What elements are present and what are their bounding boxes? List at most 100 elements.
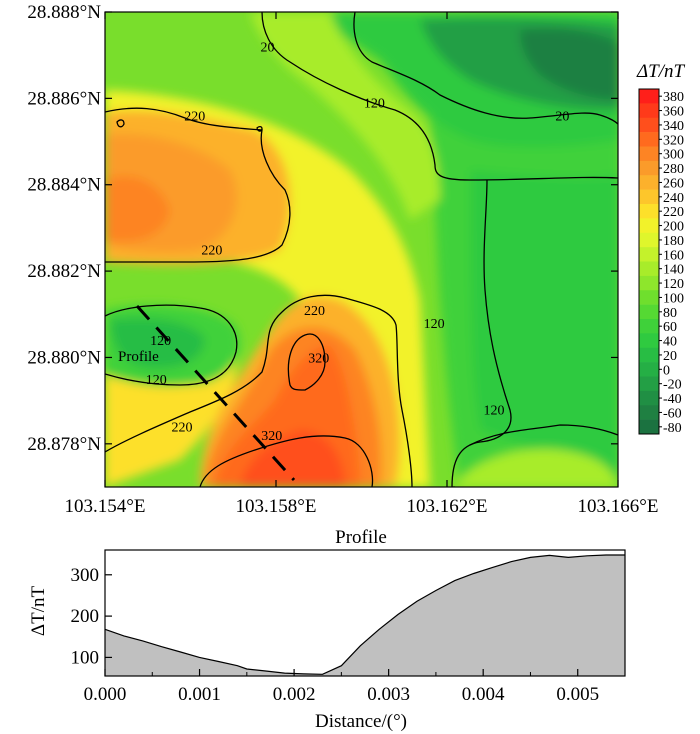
contour-320-south — [199, 435, 374, 487]
colorbar-swatch — [639, 117, 659, 133]
map-x-ticks: 103.154°E 103.158°E 103.162°E 103.166°E — [65, 12, 659, 517]
colorbar-swatch — [639, 290, 659, 305]
colorbar-swatch — [639, 89, 659, 104]
colorbar-label: 40 — [663, 335, 677, 350]
map-y-tick-label: 28.886°N — [27, 88, 101, 109]
contour-220-west — [105, 107, 291, 263]
profile-x-ticks: 0.000 0.001 0.002 0.003 0.004 0.005 — [84, 669, 599, 705]
map-y-ticks: 28.888°N 28.886°N 28.884°N 28.882°N 28.880°N… — [27, 2, 618, 455]
colorbar-swatch — [639, 160, 659, 176]
profile-y-tick-label: 100 — [71, 647, 100, 668]
field-lightgreen-north — [250, 12, 440, 220]
contour-label: 320 — [261, 429, 282, 444]
colorbar-label: 320 — [663, 133, 684, 148]
colorbar-label: 260 — [663, 176, 684, 191]
colorbar-label: -80 — [663, 421, 682, 436]
map-y-tick-label: 28.878°N — [27, 434, 101, 455]
profile-y-ticks: 100 200 300 — [71, 565, 112, 668]
contour-label: 220 — [171, 421, 192, 436]
colorbar-label: 120 — [663, 277, 684, 292]
colorbar-swatch — [639, 261, 659, 277]
colorbar-swatch — [639, 347, 659, 363]
map-y-tick-label: 28.882°N — [27, 261, 101, 282]
profile-y-tick-label: 300 — [71, 565, 100, 586]
contour-label: 120 — [424, 317, 445, 332]
colorbar-swatch — [639, 204, 659, 219]
profile-chart: 0.000 0.001 0.002 0.003 0.004 0.005 100 200 300… — [28, 549, 626, 732]
colorbar-label: 180 — [663, 234, 684, 249]
colorbar-swatch — [639, 376, 659, 392]
colorbar-title: ΔT/nT — [636, 61, 685, 82]
map-x-tick-label: 103.154°E — [65, 496, 146, 517]
anomaly-field — [105, 12, 618, 487]
colorbar-label: 100 — [663, 291, 684, 306]
contour-label: 220 — [201, 244, 222, 259]
colorbar-swatch — [639, 132, 659, 147]
colorbar-label: 360 — [663, 105, 684, 120]
contour-label: 120 — [484, 403, 505, 418]
map-x-tick-label: 103.162°E — [407, 496, 488, 517]
field-lightgreen-southeast — [455, 449, 618, 487]
profile-frame — [104, 549, 626, 677]
colorbar-swatch — [639, 189, 659, 205]
colorbar-swatch — [639, 275, 659, 291]
colorbar-swatch — [639, 175, 659, 190]
colorbar-label: 80 — [663, 306, 677, 321]
colorbar-label: 240 — [663, 191, 684, 206]
profile-x-tick-label: 0.002 — [273, 684, 316, 705]
colorbar-swatch — [639, 218, 659, 234]
colorbar-label: 160 — [663, 248, 684, 263]
map-x-tick-label: 103.166°E — [578, 496, 659, 517]
colorbar-swatch — [639, 146, 659, 162]
anomaly-map: 20 20 120 220 220 220 120 120 320 220 320 120 120 Pr… — [27, 2, 658, 548]
contour-label: 20 — [555, 110, 569, 125]
colorbar-swatch — [639, 103, 659, 119]
contour-small-ring — [116, 119, 125, 128]
contour-label: 220 — [304, 304, 325, 319]
profile-x-tick-label: 0.003 — [367, 684, 410, 705]
colorbar-label: 140 — [663, 263, 684, 278]
profile-line-series — [104, 554, 625, 675]
profile-y-tick-label: 200 — [71, 606, 100, 627]
colorbar-swatch — [639, 333, 659, 349]
map-x-tick-label: 103.158°E — [236, 496, 317, 517]
contour-120-north — [261, 12, 618, 181]
contour-label: 20 — [260, 41, 274, 56]
map-y-tick-label: 28.880°N — [27, 347, 101, 368]
colorbar-label: 60 — [663, 320, 677, 335]
colorbar: ΔT/nT 3803603403203002802602402202001801… — [636, 61, 685, 436]
colorbar-label: 300 — [663, 148, 684, 163]
field-orange-west-peak — [105, 176, 170, 242]
map-x-caption: Profile — [335, 527, 387, 548]
colorbar-swatches — [638, 88, 660, 435]
colorbar-swatch — [639, 362, 659, 377]
colorbar-label: 220 — [663, 205, 684, 220]
colorbar-label: -40 — [663, 392, 682, 407]
profile-x-tick-label: 0.000 — [84, 684, 127, 705]
map-y-tick-label: 28.888°N — [27, 2, 101, 23]
contour-20-north — [353, 12, 618, 125]
profile-area — [105, 555, 625, 676]
colorbar-frame — [638, 88, 660, 435]
contour-320-peak — [287, 333, 326, 391]
colorbar-label: 380 — [663, 90, 684, 105]
field-green-east-deep — [470, 170, 618, 480]
profile-x-label: Distance/(°) — [315, 711, 407, 732]
colorbar-label: 200 — [663, 220, 684, 235]
colorbar-label: 0 — [663, 363, 670, 378]
contour-label: 120 — [150, 334, 171, 349]
profile-x-tick-label: 0.001 — [178, 684, 221, 705]
contour-label: 320 — [308, 351, 329, 366]
profile-line — [135, 304, 296, 482]
colorbar-labels: 3803603403203002802602402202001801601401… — [659, 90, 684, 436]
contour-lines — [105, 12, 618, 487]
profile-x-tick-label: 0.004 — [462, 684, 505, 705]
contour-label: 120 — [364, 97, 385, 112]
colorbar-label: 340 — [663, 119, 684, 134]
profile-label: Profile — [118, 349, 159, 365]
profile-x-tick-label: 0.005 — [556, 684, 599, 705]
contour-120-west — [105, 304, 238, 386]
colorbar-swatch — [639, 232, 659, 248]
contour-220-south — [105, 294, 413, 487]
